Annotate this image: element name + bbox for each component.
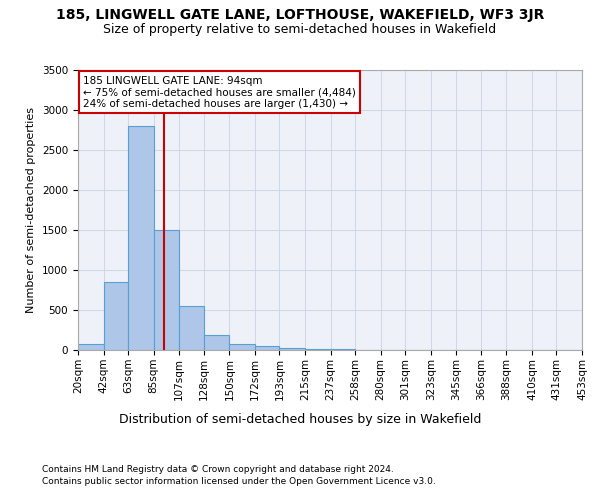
Y-axis label: Number of semi-detached properties: Number of semi-detached properties [26,107,37,313]
Bar [255,346,280,350]
Bar [104,282,128,350]
Bar [204,335,229,350]
Bar [280,348,305,350]
Text: 185, LINGWELL GATE LANE, LOFTHOUSE, WAKEFIELD, WF3 3JR: 185, LINGWELL GATE LANE, LOFTHOUSE, WAKE… [56,8,544,22]
Bar [305,349,331,350]
Text: Distribution of semi-detached houses by size in Wakefield: Distribution of semi-detached houses by … [119,412,481,426]
Text: Size of property relative to semi-detached houses in Wakefield: Size of property relative to semi-detach… [103,22,497,36]
Bar [154,230,179,350]
Bar [128,126,154,350]
Bar [179,306,204,350]
Text: Contains public sector information licensed under the Open Government Licence v3: Contains public sector information licen… [42,478,436,486]
Bar [229,344,255,350]
Text: Contains HM Land Registry data © Crown copyright and database right 2024.: Contains HM Land Registry data © Crown c… [42,465,394,474]
Text: 185 LINGWELL GATE LANE: 94sqm
← 75% of semi-detached houses are smaller (4,484)
: 185 LINGWELL GATE LANE: 94sqm ← 75% of s… [83,76,356,109]
Bar [78,344,104,350]
